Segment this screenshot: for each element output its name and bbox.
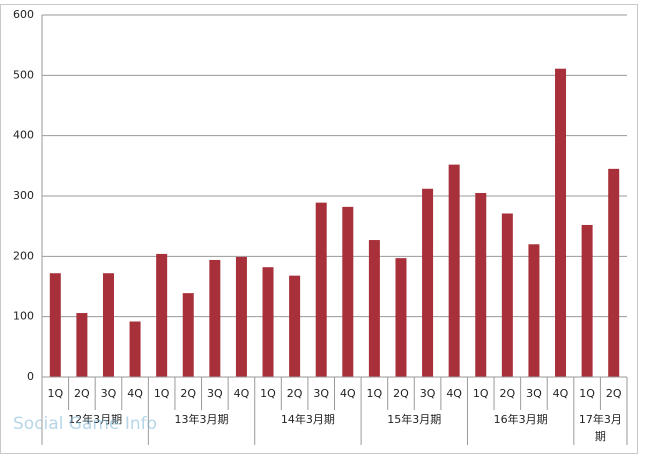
- bar: [342, 206, 354, 377]
- x-tick-label: 3Q: [526, 387, 542, 400]
- y-tick-label: 100: [13, 310, 34, 323]
- x-tick-label: 1Q: [473, 387, 489, 400]
- x-tick-label: 1Q: [47, 387, 63, 400]
- bar: [315, 202, 327, 377]
- x-tick-label: 1Q: [154, 387, 170, 400]
- x-tick-label: 3Q: [420, 387, 436, 400]
- group-label: 12年3月期: [68, 412, 122, 426]
- group-label: 16年3月期: [494, 412, 548, 426]
- x-tick-label: 2Q: [500, 387, 516, 400]
- bar: [581, 224, 593, 377]
- bar: [49, 273, 61, 377]
- x-tick-label: 1Q: [260, 387, 276, 400]
- x-tick-label: 2Q: [606, 387, 622, 400]
- group-label: 13年3月期: [175, 412, 229, 426]
- x-tick-label: 2Q: [393, 387, 409, 400]
- bar: [209, 259, 221, 377]
- x-tick-label: 3Q: [313, 387, 329, 400]
- bar: [102, 273, 114, 377]
- chart-border: [0, 4, 638, 454]
- y-tick-label: 300: [13, 189, 34, 202]
- x-tick-label: 4Q: [446, 387, 462, 400]
- bar: [262, 267, 274, 377]
- bar: [395, 258, 407, 377]
- bar: [422, 188, 434, 377]
- y-tick-label: 600: [13, 8, 34, 21]
- bar: [235, 256, 247, 377]
- y-tick-label: 500: [13, 68, 34, 81]
- bar: [76, 313, 88, 377]
- x-tick-label: 3Q: [207, 387, 223, 400]
- group-label: 15年3月期: [387, 412, 441, 426]
- x-tick-label: 2Q: [180, 387, 196, 400]
- x-tick-label: 4Q: [340, 387, 356, 400]
- x-tick-label: 2Q: [287, 387, 303, 400]
- group-label: 17年3月期: [579, 412, 622, 443]
- bar: [182, 293, 194, 377]
- x-tick-label: 1Q: [579, 387, 595, 400]
- bar: [608, 168, 620, 377]
- bar: [368, 240, 380, 377]
- x-tick-label: 2Q: [74, 387, 90, 400]
- bar: [289, 275, 301, 377]
- bar: [448, 164, 460, 377]
- x-tick-label: 4Q: [234, 387, 250, 400]
- y-tick-label: 0: [27, 370, 34, 383]
- x-tick-label: 3Q: [101, 387, 117, 400]
- watermark: Social Game Info: [13, 414, 157, 434]
- bar: [475, 192, 487, 377]
- y-tick-label: 400: [13, 129, 34, 142]
- x-tick-label: 1Q: [367, 387, 383, 400]
- bar: [501, 213, 513, 377]
- y-tick-label: 200: [13, 249, 34, 262]
- group-label: 14年3月期: [281, 412, 335, 426]
- bar: [129, 321, 141, 377]
- bar: [156, 253, 168, 377]
- x-tick-label: 4Q: [553, 387, 569, 400]
- x-tick-label: 4Q: [127, 387, 143, 400]
- bar: [555, 68, 567, 378]
- bar: [528, 244, 540, 377]
